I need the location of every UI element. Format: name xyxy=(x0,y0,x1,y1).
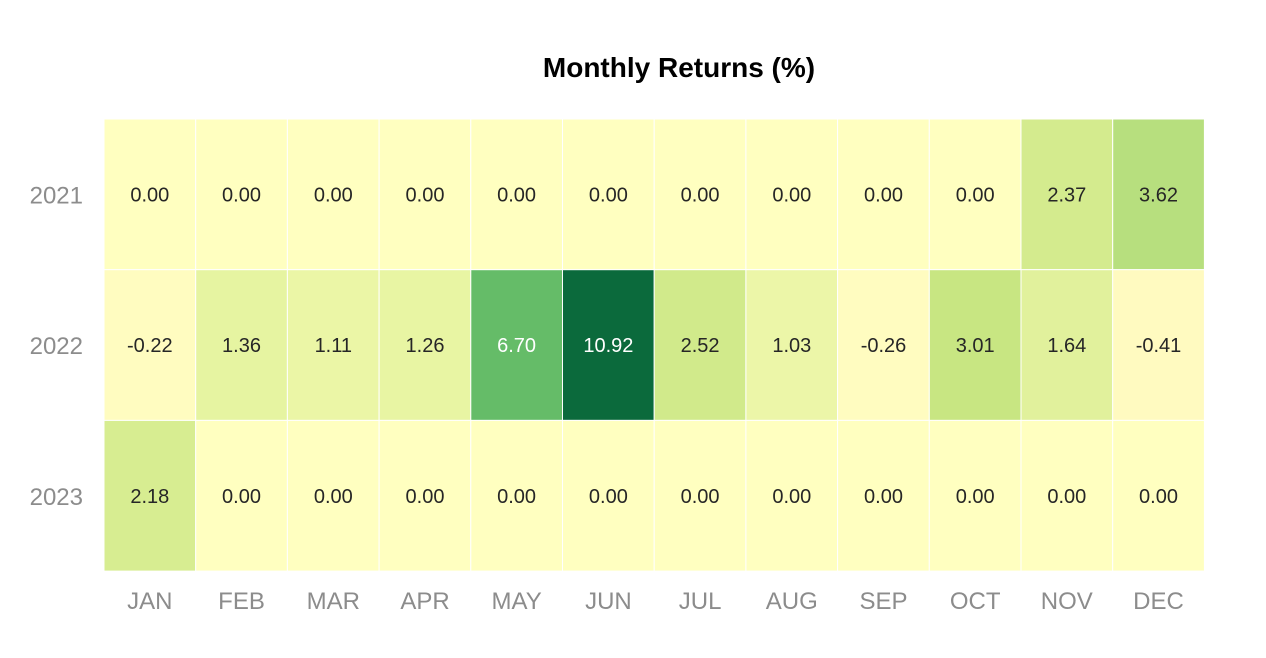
cell-value-2021-jan: 0.00 xyxy=(130,184,169,206)
cell-value-2021-may: 0.00 xyxy=(497,184,536,206)
cell-value-2021-mar: 0.00 xyxy=(314,184,353,206)
month-label-nov: NOV xyxy=(1041,588,1093,615)
month-label-mar: MAR xyxy=(307,588,360,615)
cell-value-2022-apr: 1.26 xyxy=(406,335,445,357)
cell-value-2021-jun: 0.00 xyxy=(589,184,628,206)
cell-value-2023-dec: 0.00 xyxy=(1139,486,1178,508)
month-label-aug: AUG xyxy=(766,588,818,615)
cell-value-2022-dec: -0.41 xyxy=(1136,335,1182,357)
month-label-may: MAY xyxy=(491,588,541,615)
heatmap-cell-2021-jun xyxy=(562,118,655,271)
cell-value-2023-mar: 0.00 xyxy=(314,486,353,508)
cell-value-2023-nov: 0.00 xyxy=(1047,486,1086,508)
cell-value-2022-aug: 1.03 xyxy=(772,335,811,357)
cell-value-2022-feb: 1.36 xyxy=(222,335,261,357)
heatmap-cell-2023-jan xyxy=(103,419,197,572)
heatmap-cell-2022-nov xyxy=(1020,269,1114,421)
heatmap-cell-2022-jul xyxy=(653,269,747,421)
heatmap-cell-2021-mar xyxy=(286,118,380,271)
cell-value-2021-feb: 0.00 xyxy=(222,184,261,206)
cell-value-2021-aug: 0.00 xyxy=(772,184,811,206)
cell-value-2021-dec: 3.62 xyxy=(1139,184,1178,206)
cell-value-2023-sep: 0.00 xyxy=(864,486,903,508)
month-label-dec: DEC xyxy=(1133,588,1184,615)
cell-value-2023-aug: 0.00 xyxy=(772,486,811,508)
cell-value-2022-jun: 10.92 xyxy=(583,335,633,357)
heatmap-cell-labels: 0.00 0.00 0.00 0.00 0.00 0.00 0.00 0.00 0.00 0.00… xyxy=(127,184,1182,508)
heatmap-cell-2022-apr xyxy=(378,269,472,421)
year-label-2021: 2021 xyxy=(30,182,83,209)
heatmap-cell-2022-dec xyxy=(1112,269,1205,421)
cell-value-2022-oct: 3.01 xyxy=(956,335,995,357)
month-label-apr: APR xyxy=(400,588,449,615)
month-label-feb: FEB xyxy=(218,588,265,615)
heatmap-cell-2023-mar xyxy=(286,419,380,572)
heatmap-cell-2022-aug xyxy=(745,269,839,421)
cell-value-2023-may: 0.00 xyxy=(497,486,536,508)
heatmap-cell-2021-aug xyxy=(745,118,839,271)
heatmap-cells xyxy=(103,118,1205,572)
year-label-2022: 2022 xyxy=(30,333,83,360)
cell-value-2023-jan: 2.18 xyxy=(130,486,169,508)
cell-value-2022-jan: -0.22 xyxy=(127,335,173,357)
x-axis-month-labels: JAN FEB MAR APR MAY JUN JUL AUG SEP OCT NOV DEC xyxy=(127,588,1184,615)
cell-value-2023-apr: 0.00 xyxy=(406,486,445,508)
cell-value-2022-may: 6.70 xyxy=(497,335,536,357)
cell-value-2021-jul: 0.00 xyxy=(681,184,720,206)
heatmap-cell-2021-jan xyxy=(103,118,197,271)
cell-value-2023-oct: 0.00 xyxy=(956,486,995,508)
cell-value-2021-oct: 0.00 xyxy=(956,184,995,206)
chart-title: Monthly Returns (%) xyxy=(543,52,815,83)
year-label-2023: 2023 xyxy=(30,484,83,511)
heatmap-cell-2023-dec xyxy=(1112,419,1205,572)
heatmap-cell-2023-nov xyxy=(1020,419,1114,572)
cell-value-2023-jun: 0.00 xyxy=(589,486,628,508)
cell-value-2021-nov: 2.37 xyxy=(1047,184,1086,206)
heatmap-cell-2022-sep xyxy=(837,269,930,421)
cell-value-2023-jul: 0.00 xyxy=(681,486,720,508)
heatmap-cell-2022-jun xyxy=(562,269,655,421)
heatmap-cell-2022-mar xyxy=(286,269,380,421)
heatmap-cell-2021-apr xyxy=(378,118,472,271)
y-axis-year-labels: 2021 2022 2023 xyxy=(30,182,83,511)
heatmap-cell-2022-may xyxy=(470,269,563,421)
cell-value-2022-jul: 2.52 xyxy=(681,335,720,357)
month-label-jul: JUL xyxy=(679,588,722,615)
month-label-sep: SEP xyxy=(859,588,907,615)
cell-value-2022-sep: -0.26 xyxy=(861,335,907,357)
cell-value-2021-apr: 0.00 xyxy=(406,184,445,206)
month-label-jun: JUN xyxy=(585,588,632,615)
heatmap-cell-2023-jul xyxy=(653,419,747,572)
cell-value-2023-feb: 0.00 xyxy=(222,486,261,508)
heatmap-cell-2023-apr xyxy=(378,419,472,572)
heatmap-cell-2022-oct xyxy=(928,269,1022,421)
heatmap-cell-2022-jan xyxy=(103,269,197,421)
heatmap-cell-2021-oct xyxy=(928,118,1022,271)
month-label-oct: OCT xyxy=(950,588,1001,615)
heatmap-cell-2023-oct xyxy=(928,419,1022,572)
cell-value-2022-mar: 1.11 xyxy=(315,335,352,357)
heatmap-cell-2021-dec xyxy=(1112,118,1205,271)
cell-value-2022-nov: 1.64 xyxy=(1047,335,1086,357)
cell-value-2021-sep: 0.00 xyxy=(864,184,903,206)
month-label-jan: JAN xyxy=(127,588,172,615)
heatmap-cell-2023-may xyxy=(470,419,563,572)
heatmap-cell-2021-feb xyxy=(195,118,288,271)
heatmap-cell-2022-feb xyxy=(195,269,288,421)
heatmap-cell-2021-may xyxy=(470,118,563,271)
